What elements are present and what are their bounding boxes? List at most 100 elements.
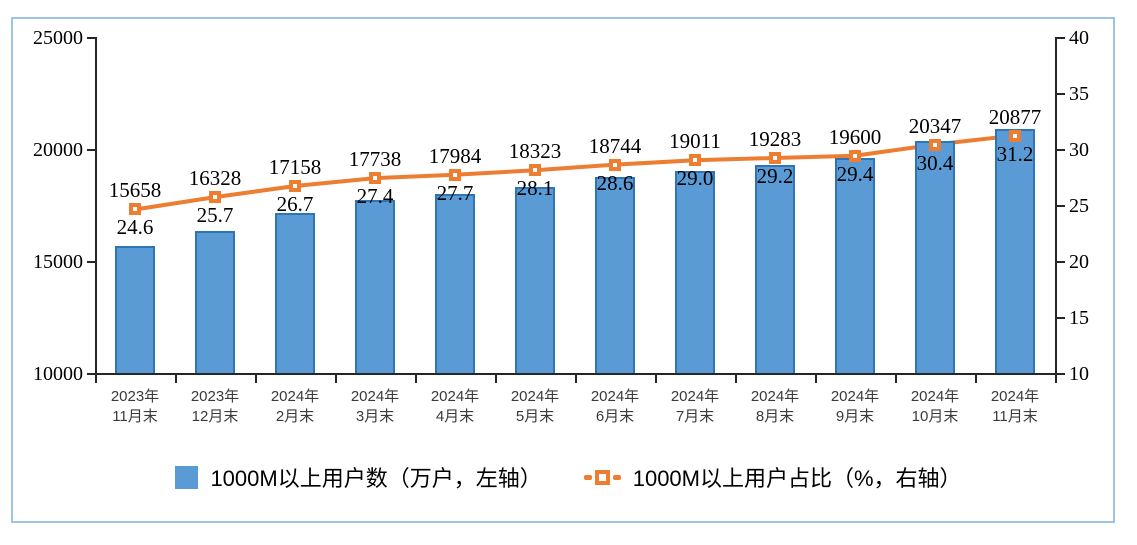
x-tick-label: 2024年 6月末 (590, 388, 640, 426)
line-value-label: 29.0 (676, 166, 714, 191)
y-axis-left (95, 37, 97, 375)
bar (435, 194, 475, 373)
line-value-label: 29.2 (756, 163, 794, 188)
line-marker (289, 179, 301, 192)
bar (115, 246, 155, 373)
x-tick (255, 375, 257, 383)
bar (755, 165, 795, 373)
x-tick (975, 375, 977, 383)
line-marker (689, 154, 701, 167)
legend: 1000M以上用户数（万户，左轴） 1000M以上用户占比（%，右轴） (0, 452, 1137, 502)
legend-line-swatch-icon (583, 469, 621, 485)
x-tick (415, 375, 417, 383)
x-tick-label: 2024年 2月末 (270, 388, 320, 426)
line-value-label: 29.4 (836, 161, 874, 186)
x-tick (735, 375, 737, 383)
y-left-tick-label: 20000 (33, 139, 83, 161)
line-marker (449, 168, 461, 181)
line-marker (209, 191, 221, 204)
x-tick-label: 2024年 10月末 (910, 388, 960, 426)
legend-line-dash-icon (583, 474, 592, 480)
bar-value-label: 20877 (988, 104, 1042, 129)
y-left-tick-label: 10000 (33, 363, 83, 385)
bar-value-label: 19283 (748, 126, 802, 151)
line-value-label: 27.4 (356, 184, 394, 209)
line-marker (129, 203, 141, 216)
y-right-tick (1057, 149, 1065, 151)
line-marker (769, 151, 781, 164)
line-value-label: 26.7 (276, 191, 314, 216)
y-axis-right (1055, 37, 1057, 375)
y-right-tick-label: 30 (1069, 139, 1089, 161)
x-tick-label: 2024年 9月末 (830, 388, 880, 426)
y-right-tick-label: 35 (1069, 83, 1089, 105)
y-right-tick-label: 15 (1069, 307, 1089, 329)
bar-value-label: 17738 (348, 147, 402, 172)
x-tick (815, 375, 817, 383)
x-tick-label: 2023年 12月末 (190, 388, 240, 426)
y-right-tick-label: 40 (1069, 27, 1089, 49)
line-value-label: 31.2 (996, 141, 1034, 166)
bar-value-label: 19600 (828, 124, 882, 149)
line-value-label: 24.6 (116, 215, 154, 240)
bar (675, 171, 715, 373)
bar-value-label: 18744 (588, 133, 642, 158)
x-tick (1055, 375, 1057, 383)
legend-bar-label: 1000M以上用户数（万户，左轴） (210, 466, 542, 491)
y-right-tick (1057, 317, 1065, 319)
line-value-label: 30.4 (916, 150, 954, 175)
line-value-label: 25.7 (196, 203, 234, 228)
x-tick (575, 375, 577, 383)
y-right-tick (1057, 373, 1065, 375)
line-marker (609, 158, 621, 171)
y-right-tick (1057, 93, 1065, 95)
x-tick-label: 2024年 3月末 (350, 388, 400, 426)
y-left-tick (87, 373, 95, 375)
bar-value-label: 19011 (669, 129, 721, 154)
bar (915, 141, 955, 373)
line-marker (849, 149, 861, 162)
bar (595, 177, 635, 373)
line-marker (1009, 129, 1021, 142)
line-marker (929, 138, 941, 151)
line-value-label: 27.7 (436, 180, 474, 205)
bar-value-label: 16328 (188, 166, 242, 191)
bar-value-label: 20347 (908, 113, 962, 138)
legend-bar-swatch-icon (175, 465, 199, 489)
y-right-tick (1057, 205, 1065, 207)
x-tick (495, 375, 497, 383)
y-left-tick (87, 261, 95, 263)
line-marker (369, 172, 381, 185)
x-tick (175, 375, 177, 383)
x-tick-label: 2024年 7月末 (670, 388, 720, 426)
y-right-tick (1057, 261, 1065, 263)
bar (515, 186, 555, 373)
x-tick-label: 2024年 8月末 (750, 388, 800, 426)
x-tick-label: 2024年 5月末 (510, 388, 560, 426)
line-marker (529, 164, 541, 177)
y-right-tick (1057, 37, 1065, 39)
y-right-tick-label: 20 (1069, 251, 1089, 273)
y-left-tick-label: 15000 (33, 251, 83, 273)
x-axis (87, 373, 1057, 375)
x-tick-label: 2023年 11月末 (110, 388, 160, 426)
legend-line-dash-icon (612, 474, 621, 480)
x-tick-label: 2024年 11月末 (990, 388, 1040, 426)
y-right-tick-label: 25 (1069, 195, 1089, 217)
bar (275, 212, 315, 373)
x-tick (95, 375, 97, 383)
x-tick-label: 2024年 4月末 (430, 388, 480, 426)
x-tick (655, 375, 657, 383)
line-value-label: 28.6 (596, 170, 634, 195)
legend-line-marker-icon (594, 469, 610, 485)
bar-value-label: 17158 (268, 154, 322, 179)
bar-value-label: 15658 (108, 178, 162, 203)
bar-value-label: 17984 (428, 143, 482, 168)
y-right-tick-label: 10 (1069, 363, 1089, 385)
bar (355, 199, 395, 373)
line-value-label: 28.1 (516, 176, 554, 201)
x-tick (895, 375, 897, 383)
bar (995, 129, 1035, 373)
